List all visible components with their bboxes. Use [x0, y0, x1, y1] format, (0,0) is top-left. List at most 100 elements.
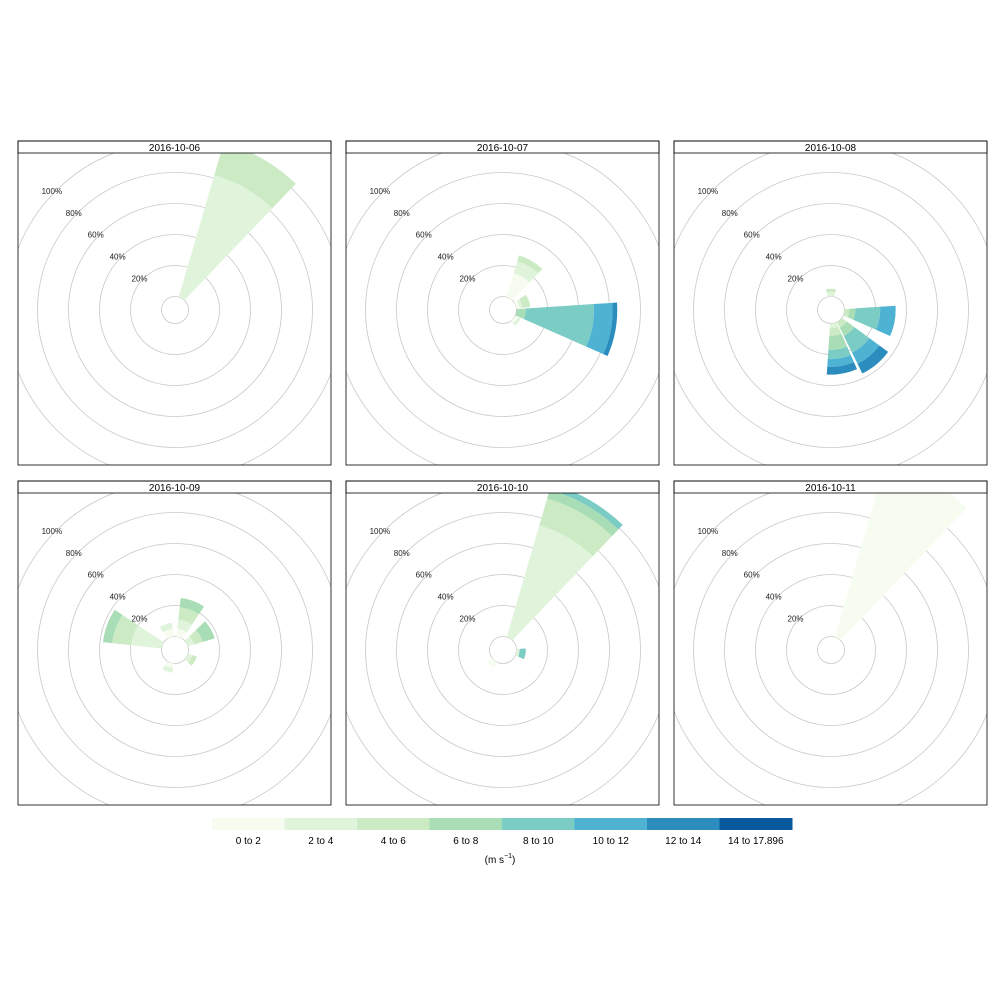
legend-swatch — [502, 818, 575, 830]
speed-legend: 0 to 2 2 to 4 4 to 6 6 to 8 8 to 10 10 to 12 1… — [212, 818, 793, 866]
speed-bin-segment — [827, 354, 854, 367]
speed-bin-segment — [518, 648, 526, 660]
speed-bin-segment — [164, 661, 174, 669]
ring-label: 40% — [438, 253, 454, 262]
ring-label: 20% — [788, 615, 804, 624]
direction-wedge — [103, 609, 164, 649]
speed-bin-segment — [188, 655, 197, 666]
ring-label: 20% — [132, 275, 148, 284]
legend-unit-label: (m s−1) — [485, 853, 516, 866]
speed-bin-segment — [559, 493, 623, 530]
panels: 20% 40% 60% 80% 100% 2016-10-06 20% 40% 60% 80% 10… — [17, 140, 988, 806]
legend-swatch — [429, 818, 503, 830]
grid-circle — [427, 574, 579, 726]
windrose-panel: 20% 40% 60% 80% 100% 2016-10-06 — [17, 140, 332, 466]
legend-swatch — [574, 818, 648, 830]
legend-label: 4 to 6 — [381, 836, 406, 847]
speed-bin-segment — [514, 300, 520, 309]
legend-label: 12 to 14 — [665, 836, 702, 847]
legend-label: 2 to 4 — [308, 836, 333, 847]
speed-bin-segment — [828, 333, 848, 350]
grid-circle — [693, 512, 969, 788]
speed-bin-segment — [159, 622, 173, 633]
speed-bin-segment — [829, 326, 842, 336]
grid-circle — [99, 574, 251, 726]
speed-bin-segment — [519, 294, 531, 308]
speed-bin-segment — [513, 261, 539, 283]
speed-bin-segment — [510, 315, 518, 324]
speed-bin-segment — [515, 648, 520, 657]
direction-wedge — [510, 315, 521, 326]
speed-bin-segment — [875, 305, 896, 337]
legend-swatch — [719, 818, 793, 830]
panel-date-label: 2016-10-06 — [149, 143, 201, 154]
ring-label: 60% — [88, 231, 104, 240]
ring-label: 60% — [88, 571, 104, 580]
speed-bin-segment — [825, 288, 837, 293]
speed-bin-segment — [827, 346, 851, 360]
speed-bin-segment — [178, 175, 273, 301]
ring-label: 60% — [744, 231, 760, 240]
direction-wedge — [487, 657, 498, 668]
grid-circle — [755, 574, 907, 726]
ring-label: 40% — [766, 593, 782, 602]
speed-bin-segment — [547, 493, 619, 537]
grid-circle — [786, 605, 876, 695]
speed-bin-segment — [586, 302, 613, 355]
ring-label: 60% — [416, 571, 432, 580]
ring-label: 20% — [460, 615, 476, 624]
grid-circle — [68, 543, 282, 757]
speed-bin-segment — [184, 653, 193, 663]
ring-label: 100% — [370, 527, 390, 536]
windrose-panel: 20% 40% 60% 80% 100% 2016-10-10 — [345, 480, 660, 806]
ring-label: 40% — [766, 253, 782, 262]
ring-label: 80% — [66, 209, 82, 218]
panel-frame — [345, 480, 660, 806]
panel-date-label: 2016-10-07 — [477, 143, 529, 154]
direction-wedge — [515, 648, 526, 660]
windrose-panel: 20% 40% 60% 80% 100% 2016-10-11 — [673, 480, 988, 806]
windrose-panel: 20% 40% 60% 80% 100% 2016-10-08 — [673, 140, 988, 466]
direction-wedge — [514, 294, 531, 309]
grid-circle — [99, 234, 251, 386]
panel-plot-area — [346, 493, 659, 805]
direction-wedge — [176, 598, 205, 639]
grid-circle — [161, 296, 189, 324]
ring-label: 80% — [722, 549, 738, 558]
unit-exponent: −1 — [504, 853, 512, 860]
grid-circle — [724, 203, 938, 417]
panel-frame — [345, 140, 660, 466]
panel-plot-area — [674, 153, 987, 465]
speed-bin-segment — [506, 525, 593, 641]
speed-bin-segment — [852, 338, 880, 364]
grid-circle — [817, 636, 845, 664]
grid-circle — [37, 172, 313, 448]
panel-frame — [673, 480, 988, 806]
grid-circle — [396, 543, 610, 757]
ring-label: 20% — [788, 275, 804, 284]
windrose-panel: 20% 40% 60% 80% 100% 2016-10-07 — [345, 140, 660, 466]
speed-bin-segment — [112, 614, 138, 646]
direction-wedge — [506, 255, 543, 301]
grid-circle — [489, 296, 517, 324]
panel-date-label: 2016-10-11 — [805, 483, 856, 494]
legend-label: 10 to 12 — [593, 836, 630, 847]
grid-circle — [37, 512, 313, 788]
legend-swatch — [647, 818, 720, 830]
legend-swatch — [284, 818, 358, 830]
speed-bin-segment — [103, 609, 123, 644]
ring-label: 100% — [370, 187, 390, 196]
direction-wedge — [184, 653, 197, 666]
speed-bin-segment — [843, 327, 870, 353]
direction-wedge — [162, 661, 174, 673]
panel-plot-area — [346, 153, 659, 465]
ring-label: 100% — [42, 187, 62, 196]
direction-wedge — [178, 153, 296, 301]
speed-bin-segment — [195, 621, 215, 642]
direction-wedge — [506, 493, 623, 641]
speed-bin-segment — [826, 362, 858, 375]
legend-swatch — [212, 818, 285, 830]
grid-circle — [130, 605, 220, 695]
ring-label: 20% — [132, 615, 148, 624]
speed-bin-segment — [506, 273, 530, 301]
